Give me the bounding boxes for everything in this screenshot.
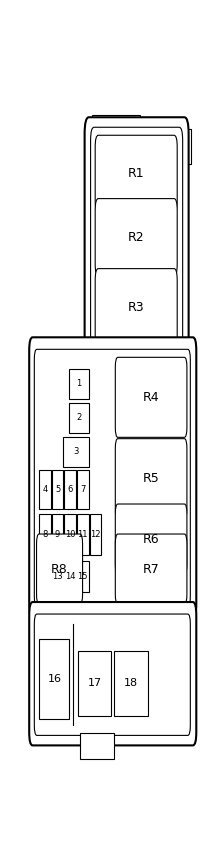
Text: R3: R3 [128, 301, 145, 313]
Text: 11: 11 [77, 530, 88, 540]
Text: 13: 13 [52, 572, 63, 581]
Bar [52, 470, 63, 508]
Bar [90, 514, 101, 555]
Text: 18: 18 [124, 678, 138, 688]
FancyBboxPatch shape [29, 338, 196, 617]
Bar [64, 470, 76, 508]
Text: R7: R7 [143, 563, 160, 576]
Text: R1: R1 [128, 167, 145, 180]
Text: R5: R5 [143, 472, 160, 485]
Bar [92, 115, 140, 147]
Bar [69, 403, 89, 433]
FancyBboxPatch shape [34, 349, 190, 606]
Bar [64, 561, 76, 592]
Text: 15: 15 [77, 572, 88, 581]
Bar [69, 369, 89, 398]
FancyBboxPatch shape [91, 127, 183, 367]
FancyBboxPatch shape [29, 602, 196, 746]
FancyBboxPatch shape [34, 614, 190, 735]
Text: 10: 10 [65, 530, 75, 540]
Text: R6: R6 [143, 533, 160, 546]
Bar [77, 514, 88, 555]
Bar [52, 514, 63, 555]
FancyBboxPatch shape [95, 268, 177, 346]
FancyBboxPatch shape [85, 117, 189, 378]
Bar [78, 650, 111, 716]
Text: R4: R4 [143, 391, 160, 404]
Text: 6: 6 [68, 485, 73, 494]
Bar [39, 514, 51, 555]
Text: R2: R2 [128, 230, 145, 244]
Bar [80, 734, 114, 759]
Text: 3: 3 [73, 447, 79, 456]
Bar [77, 561, 88, 592]
Text: 4: 4 [42, 485, 48, 494]
Bar [52, 561, 63, 592]
Text: 14: 14 [65, 572, 75, 581]
FancyBboxPatch shape [95, 135, 177, 213]
Bar [63, 436, 89, 467]
FancyBboxPatch shape [95, 198, 177, 276]
Bar [114, 650, 148, 716]
Text: 17: 17 [87, 678, 101, 688]
Bar [77, 470, 88, 508]
Text: 1: 1 [77, 379, 82, 388]
FancyBboxPatch shape [37, 534, 82, 604]
FancyBboxPatch shape [115, 534, 187, 604]
Text: 9: 9 [55, 530, 60, 540]
Bar [39, 470, 51, 508]
Text: 2: 2 [77, 413, 82, 422]
Text: R8: R8 [51, 563, 68, 576]
Text: 16: 16 [47, 674, 61, 684]
FancyBboxPatch shape [115, 504, 187, 574]
Text: 5: 5 [55, 485, 60, 494]
Text: 12: 12 [90, 530, 101, 540]
Text: 7: 7 [80, 485, 85, 494]
FancyBboxPatch shape [115, 358, 187, 437]
FancyBboxPatch shape [115, 439, 187, 519]
Text: 8: 8 [42, 530, 48, 540]
Bar [39, 639, 69, 719]
Bar [64, 514, 76, 555]
